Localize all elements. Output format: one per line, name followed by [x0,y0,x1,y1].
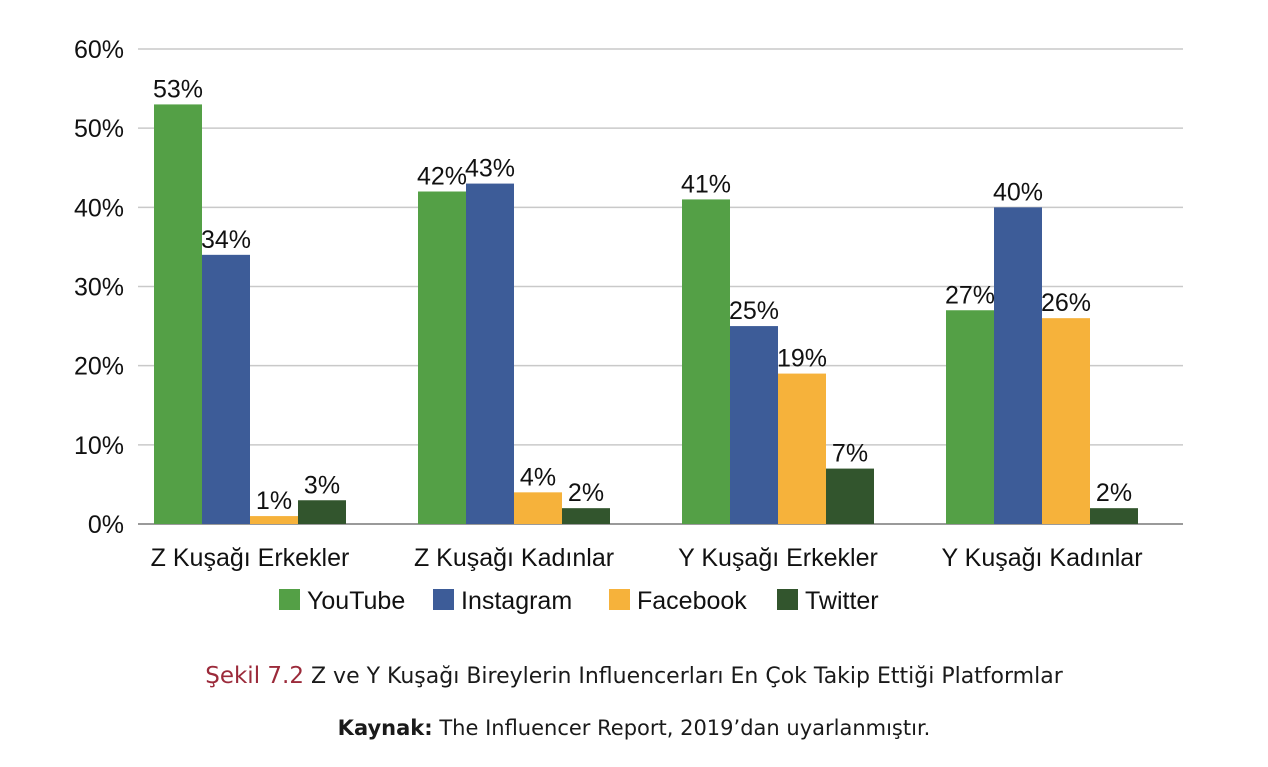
bar-instagram-3 [730,326,778,524]
legend-swatch-facebook [609,589,630,610]
bar-youtube-2 [418,191,466,524]
data-label: 1% [256,487,292,515]
bars [154,104,1138,525]
bar-instagram-1 [202,254,250,525]
bar-facebook-1 [250,516,298,524]
source-label: Kaynak: [337,716,433,740]
y-tick-label: 40% [74,194,124,222]
figure-caption-text: Z ve Y Kuşağı Bireylerin Influencerları … [310,664,1063,689]
bar-youtube-1 [154,104,202,525]
data-label: 2% [568,479,604,507]
bar-youtube-3 [682,199,730,524]
data-label: 26% [1041,289,1091,317]
legend-label-youtube: YouTube [307,587,405,615]
data-label: 25% [729,297,779,325]
data-label: 42% [417,163,467,191]
y-tick-label: 20% [74,353,124,381]
y-axis-ticks: 0% 10% 20% 30% 40% 50% 60% [74,36,124,539]
x-tick-label: Z Kuşağı Erkekler [151,544,350,572]
y-tick-label: 30% [74,274,124,302]
bar-twitter-2 [562,508,610,524]
legend: YouTube Instagram Facebook Twitter [279,587,879,615]
legend-label-twitter: Twitter [805,587,879,615]
data-label: 34% [201,226,251,254]
data-label: 4% [520,463,556,491]
y-tick-label: 10% [74,432,124,460]
data-label: 27% [945,281,995,309]
legend-label-instagram: Instagram [461,587,572,615]
legend-label-facebook: Facebook [637,587,747,615]
legend-swatch-youtube [279,589,300,610]
data-labels: 53% 34% 1% 3% 42%43% 4% 2% 41% 25% 19% 7% 27% 40% 26%… [153,75,1132,515]
legend-swatch-instagram [433,589,454,610]
bar-facebook-2 [514,492,562,524]
y-tick-label: 0% [88,511,124,539]
bar-instagram-4 [994,207,1042,525]
y-tick-label: 50% [74,115,124,143]
bar-twitter-3 [826,468,874,524]
x-tick-label: Y Kuşağı Kadınlar [941,544,1142,572]
bar-twitter-1 [298,500,346,524]
data-label: 3% [304,471,340,499]
data-label: 2% [1096,479,1132,507]
legend-swatch-twitter [777,589,798,610]
bar-twitter-4 [1090,508,1138,524]
bar-youtube-4 [946,310,994,524]
source-text: The Influencer Report, 2019’dan uyarlanm… [439,716,931,740]
bar-facebook-4 [1042,318,1090,524]
data-label: 41% [681,170,731,198]
source-note: Kaynak: The Influencer Report, 2019’dan … [0,716,1268,740]
bar-chart: 0% 10% 20% 30% 40% 50% 60% 53% 34% 1% 3% 42%43% 4% 2… [74,36,1183,615]
figure-caption: Şekil 7.2 Z ve Y Kuşağı Bireylerin Influ… [0,663,1268,689]
data-label: 43% [465,155,515,183]
x-tick-label: Z Kuşağı Kadınlar [414,544,614,572]
x-axis-ticks: Z Kuşağı Erkekler Z Kuşağı Kadınlar Y Kuşa… [151,544,1143,572]
y-tick-label: 60% [74,36,124,64]
x-tick-label: Y Kuşağı Erkekler [678,544,878,572]
data-label: 40% [993,178,1043,206]
bar-instagram-2 [466,183,514,525]
data-label: 19% [777,345,827,373]
data-label: 7% [832,440,868,468]
figure-label: Şekil 7.2 [205,663,304,689]
data-label: 53% [153,75,203,103]
bar-facebook-3 [778,373,826,524]
